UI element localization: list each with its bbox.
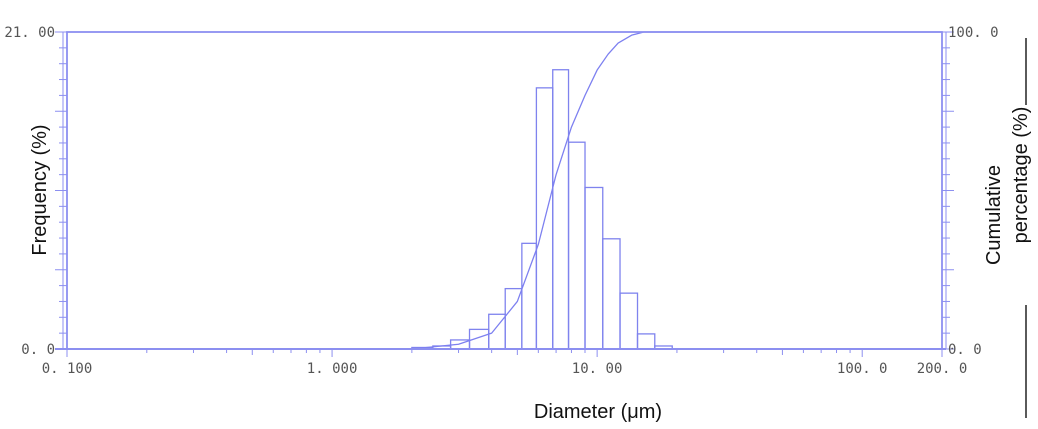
y-axis-title: Frequency (%)	[29, 124, 51, 255]
x-tick-label: 10. 00	[572, 361, 623, 377]
y-tick-label: 0. 0	[21, 342, 55, 358]
y-tick-label: 21. 00	[4, 25, 55, 41]
histogram-bar	[584, 186, 604, 350]
histogram-bar	[619, 292, 639, 350]
x-tick-label: 0. 100	[42, 361, 93, 377]
histogram-bar	[567, 141, 586, 350]
x-tick-label: 200. 0	[917, 361, 968, 377]
histogram-bar	[552, 69, 570, 350]
y2-axis-title-line1: Cumulative	[983, 165, 1005, 265]
x-tick-label: 1. 000	[307, 361, 358, 377]
x-axis-title: Diameter (μm)	[534, 401, 662, 423]
x-tick-label: 100. 0	[837, 361, 888, 377]
y2-tick-label: 0. 0	[948, 342, 982, 358]
y2-tick-label: 100. 0	[948, 25, 999, 41]
histogram-bar	[602, 238, 621, 350]
y2-axis-title-line2: percentage (%)	[1010, 107, 1032, 244]
histogram-bar	[636, 333, 656, 350]
plot-frame	[66, 31, 943, 350]
cumulative-curve	[411, 31, 942, 350]
histogram-bar	[521, 242, 538, 350]
